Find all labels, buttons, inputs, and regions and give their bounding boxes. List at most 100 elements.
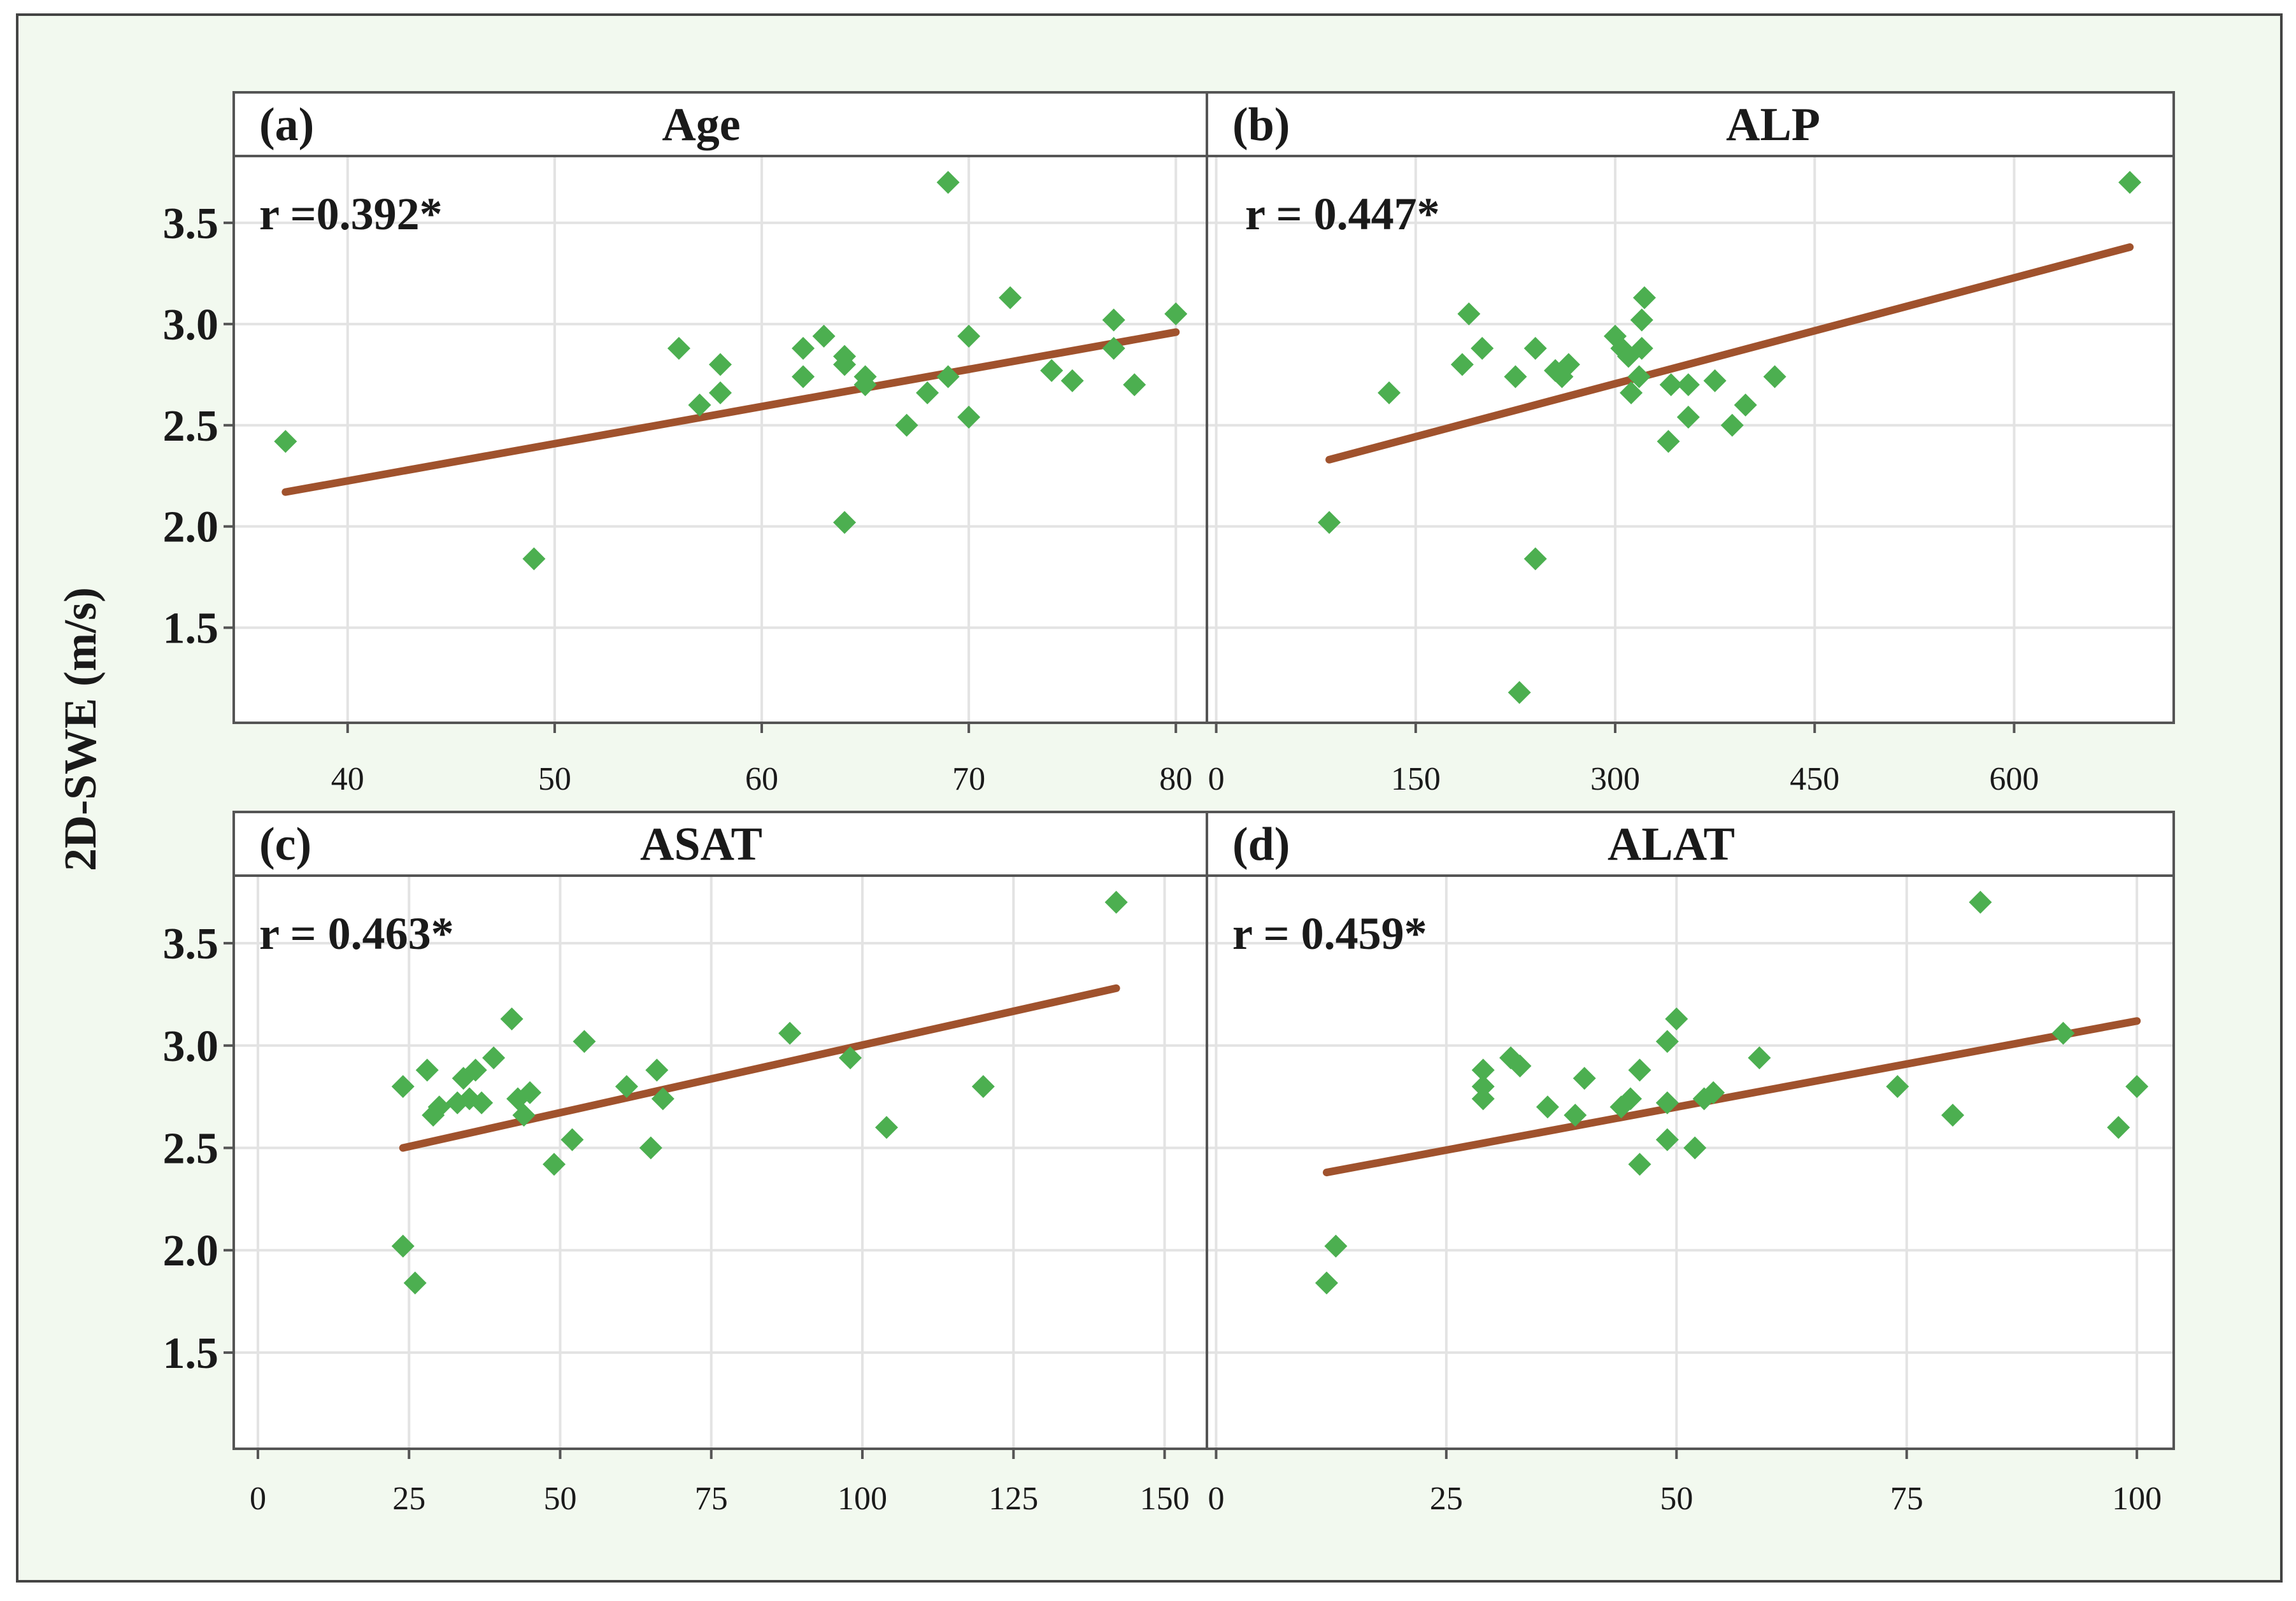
data-point <box>274 430 297 453</box>
data-point <box>482 1046 506 1070</box>
x-tick-label: 125 <box>988 1481 1038 1517</box>
x-tick-label: 25 <box>392 1481 425 1517</box>
x-tick-label: 600 <box>1989 761 2039 797</box>
x-tick-label: 100 <box>2112 1481 2162 1517</box>
fit-line <box>282 328 1180 496</box>
y-tick-label: 3.5 <box>163 199 219 248</box>
data-point <box>1508 1054 1532 1078</box>
x-tick-label: 0 <box>1208 761 1225 797</box>
data-point <box>403 1271 427 1295</box>
data-point <box>812 324 836 348</box>
data-point <box>1471 1075 1495 1099</box>
panel-header <box>1207 812 2174 876</box>
data-point <box>1564 1104 1587 1127</box>
x-tick-label: 50 <box>1660 1481 1693 1517</box>
data-point <box>1683 1136 1707 1160</box>
panel-asat: 0 25 50 75 100 125 150 3.5 3.0 2.5 2.0 1.5 (c) ASAT r … <box>163 811 1208 1517</box>
panel-border <box>1206 811 2175 1450</box>
data-point <box>1324 1234 1348 1258</box>
y-tick-label: 3.0 <box>163 301 219 350</box>
data-point <box>1102 308 1125 332</box>
data-point <box>470 1091 494 1114</box>
data-point <box>1703 369 1727 392</box>
data-point <box>1315 1271 1338 1295</box>
x-tick-label: 0 <box>1208 1481 1224 1517</box>
correlation-label: r = 0.463* <box>259 908 454 959</box>
data-point <box>1104 890 1128 914</box>
data-point <box>1504 365 1527 388</box>
fit-line <box>1322 1017 2141 1177</box>
x-tick-label: 40 <box>331 761 364 797</box>
data-point <box>415 1058 439 1082</box>
panel-letter: (b) <box>1232 99 1290 151</box>
plot-area <box>234 876 1207 1449</box>
panel-title: ALAT <box>1608 818 1735 871</box>
data-point <box>573 1030 596 1053</box>
y-tick-label: 3.0 <box>163 1022 219 1071</box>
data-point <box>560 1128 584 1151</box>
data-point <box>1702 1081 1725 1104</box>
data-point <box>518 1081 542 1104</box>
y-tick-label: 1.5 <box>163 1329 219 1378</box>
data-point <box>1630 308 1653 332</box>
data-point <box>500 1007 524 1030</box>
data-point <box>936 171 960 194</box>
data-point <box>2125 1075 2149 1099</box>
panel-border <box>1206 91 2175 724</box>
data-point <box>792 336 815 360</box>
data-point <box>512 1104 536 1127</box>
data-point <box>464 1058 487 1082</box>
data-point <box>1536 1095 1559 1119</box>
data-point <box>522 547 546 571</box>
data-point <box>645 1058 669 1082</box>
data-point <box>1676 406 1700 429</box>
data-point <box>1523 336 1547 360</box>
data-point <box>1060 369 1084 392</box>
y-axis-label: 2D-SWE (m/s) <box>55 587 106 871</box>
data-point <box>839 1046 862 1070</box>
correlation-label: r = 0.447* <box>1245 189 1440 239</box>
data-point <box>833 511 857 534</box>
data-point <box>688 393 711 416</box>
data-point <box>1720 413 1744 437</box>
data-point <box>1655 1091 1679 1114</box>
data-point <box>1620 381 1643 404</box>
data-point <box>1450 353 1474 376</box>
data-point <box>2118 171 2142 194</box>
data-point <box>1572 1067 1596 1090</box>
y-tick-label: 2.0 <box>163 503 219 552</box>
data-point <box>778 1021 802 1045</box>
y-tick-label: 2.5 <box>163 1125 219 1174</box>
data-point <box>1659 373 1683 397</box>
panel-alp: 0 150 300 450 600 (b) ALP r = 0.447* <box>1206 91 2175 797</box>
data-point <box>1734 393 1757 416</box>
panel-letter: (c) <box>259 818 311 871</box>
x-tick-label: 60 <box>745 761 778 797</box>
panel-header <box>234 812 1207 876</box>
x-tick-label: 80 <box>1159 761 1192 797</box>
x-tick-label: 150 <box>1391 761 1441 797</box>
data-point <box>639 1136 662 1160</box>
x-tick-label: 450 <box>1790 761 1839 797</box>
fit-line <box>1325 243 2134 464</box>
data-point <box>874 1116 898 1139</box>
data-point <box>1657 430 1680 453</box>
data-point <box>833 353 857 376</box>
data-point <box>1471 336 1494 360</box>
panel-title: Age <box>662 99 740 151</box>
data-point <box>1630 336 1653 360</box>
data-point <box>1628 1153 1651 1176</box>
x-tick-label: 70 <box>952 761 985 797</box>
data-point <box>1676 373 1700 397</box>
data-point <box>709 353 732 376</box>
plot-area <box>1207 876 2174 1449</box>
data-point <box>543 1153 566 1176</box>
x-tick-label: 50 <box>543 1481 576 1517</box>
data-point <box>1619 1087 1643 1111</box>
panel-age: 40 50 60 70 80 3.5 3.0 2.5 2.0 1.5 (a) Age r =0.392* <box>163 91 1208 797</box>
data-point <box>1457 302 1481 325</box>
x-tick-label: 50 <box>538 761 571 797</box>
data-point <box>1378 381 1401 404</box>
x-tick-label: 75 <box>695 1481 728 1517</box>
